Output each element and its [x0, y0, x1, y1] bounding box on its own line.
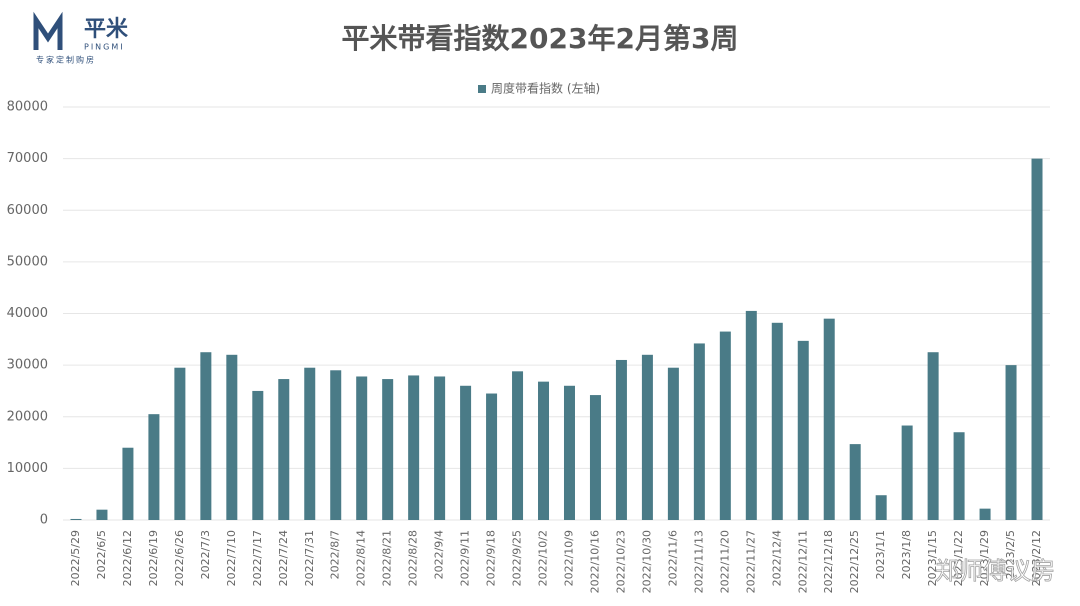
- bar: [719, 331, 731, 520]
- bar: [382, 379, 394, 520]
- logo-slogan: 专家定制购房: [36, 55, 96, 65]
- x-tick-label: 2022/10/2: [537, 530, 550, 586]
- bar: [771, 322, 783, 520]
- x-tick-label: 2022/12/18: [822, 530, 835, 593]
- x-tick-label: 2023/2/12: [1030, 530, 1043, 586]
- bar: [667, 367, 679, 520]
- x-tick-label: 2022/11/6: [666, 530, 679, 586]
- x-tick-label: 2022/7/10: [225, 530, 238, 586]
- x-tick-label: 2022/7/17: [251, 530, 264, 586]
- legend-label: 周度带看指数 (左轴): [491, 81, 600, 96]
- y-tick-label: 80000: [7, 100, 48, 115]
- x-tick-label: 2022/9/18: [485, 530, 498, 586]
- x-tick-label: 2022/11/27: [744, 530, 757, 593]
- x-tick-label: 2023/1/8: [900, 530, 913, 579]
- x-tick-label: 2022/11/20: [718, 530, 731, 593]
- bar: [226, 354, 238, 520]
- x-tick-label: 2022/9/4: [433, 530, 446, 579]
- bar: [330, 370, 342, 520]
- bar: [70, 518, 82, 520]
- bar: [486, 393, 498, 520]
- bar: [953, 432, 965, 520]
- y-tick-label: 40000: [7, 306, 48, 321]
- x-tick-label: 2022/12/25: [848, 530, 861, 593]
- bar: [304, 367, 316, 520]
- logo-mark: [33, 11, 63, 50]
- bar: [512, 371, 524, 520]
- x-tick-label: 2022/8/14: [355, 530, 368, 586]
- x-tick-label: 2022/8/28: [407, 530, 420, 586]
- bar: [408, 375, 420, 520]
- bar: [460, 385, 472, 520]
- x-tick-label: 2023/1/22: [952, 530, 965, 586]
- x-tick-label: 2022/7/3: [199, 530, 212, 579]
- bar: [1031, 158, 1043, 520]
- bar: [849, 444, 861, 520]
- x-tick-label: 2022/12/11: [796, 530, 809, 593]
- bar: [356, 376, 368, 520]
- bar: [745, 310, 757, 520]
- y-tick-label: 30000: [7, 358, 48, 373]
- x-tick-label: 2023/2/5: [1004, 530, 1017, 579]
- bar: [563, 385, 575, 520]
- bar: [200, 352, 212, 520]
- x-tick-label: 2022/9/11: [459, 530, 472, 586]
- x-tick-label: 2022/6/19: [147, 530, 160, 586]
- y-tick-label: 70000: [7, 151, 48, 166]
- bar: [252, 390, 264, 520]
- x-tick-label: 2022/12/4: [770, 530, 783, 586]
- x-tick-label: 2022/6/5: [95, 530, 108, 579]
- y-tick-label: 60000: [7, 203, 48, 218]
- x-tick-label: 2023/1/29: [978, 530, 991, 586]
- x-tick-label: 2022/5/29: [69, 530, 82, 586]
- x-tick-label: 2022/6/26: [173, 530, 186, 586]
- bar: [589, 395, 601, 520]
- bar: [823, 318, 835, 520]
- logo-name: 平米: [84, 17, 129, 42]
- bar: [641, 354, 653, 520]
- logo: 平米 PINGMI 专家定制购房: [33, 11, 129, 65]
- bar: [901, 425, 913, 520]
- y-tick-label: 0: [40, 513, 48, 528]
- x-tick-label: 2022/10/9: [562, 530, 575, 586]
- bar: [1005, 365, 1017, 520]
- bar: [615, 359, 627, 520]
- bar: [538, 381, 550, 520]
- bar: [927, 352, 939, 520]
- x-tick-label: 2022/7/24: [277, 530, 290, 586]
- x-tick-label: 2022/9/25: [511, 530, 524, 586]
- x-tick-label: 2022/10/23: [614, 530, 627, 593]
- x-tick-label: 2023/1/1: [874, 530, 887, 579]
- bar: [174, 367, 186, 520]
- x-tick-label: 2022/10/30: [640, 530, 653, 593]
- bar: [96, 509, 108, 520]
- bar: [434, 376, 446, 520]
- watermark: 郑师傅议房: [935, 557, 1055, 585]
- x-tick-label: 2022/6/12: [121, 530, 134, 586]
- bar: [979, 508, 991, 520]
- legend-swatch: [478, 85, 486, 93]
- x-tick-label: 2022/8/7: [329, 530, 342, 579]
- x-tick-label: 2022/11/13: [692, 530, 705, 593]
- y-tick-label: 10000: [7, 461, 48, 476]
- bar: [797, 340, 809, 520]
- bar: [278, 379, 290, 520]
- y-tick-label: 20000: [7, 409, 48, 424]
- chart-title: 平米带看指数2023年2月第3周: [342, 22, 739, 55]
- bar: [122, 447, 134, 520]
- y-tick-label: 50000: [7, 254, 48, 269]
- x-tick-label: 2022/8/21: [381, 530, 394, 586]
- bar: [875, 495, 887, 520]
- x-tick-label: 2022/7/31: [303, 530, 316, 586]
- x-tick-label: 2022/10/16: [588, 530, 601, 593]
- logo-latin: PINGMI: [84, 43, 125, 52]
- x-tick-label: 2023/1/15: [926, 530, 939, 586]
- bar: [693, 343, 705, 520]
- bar: [148, 414, 160, 520]
